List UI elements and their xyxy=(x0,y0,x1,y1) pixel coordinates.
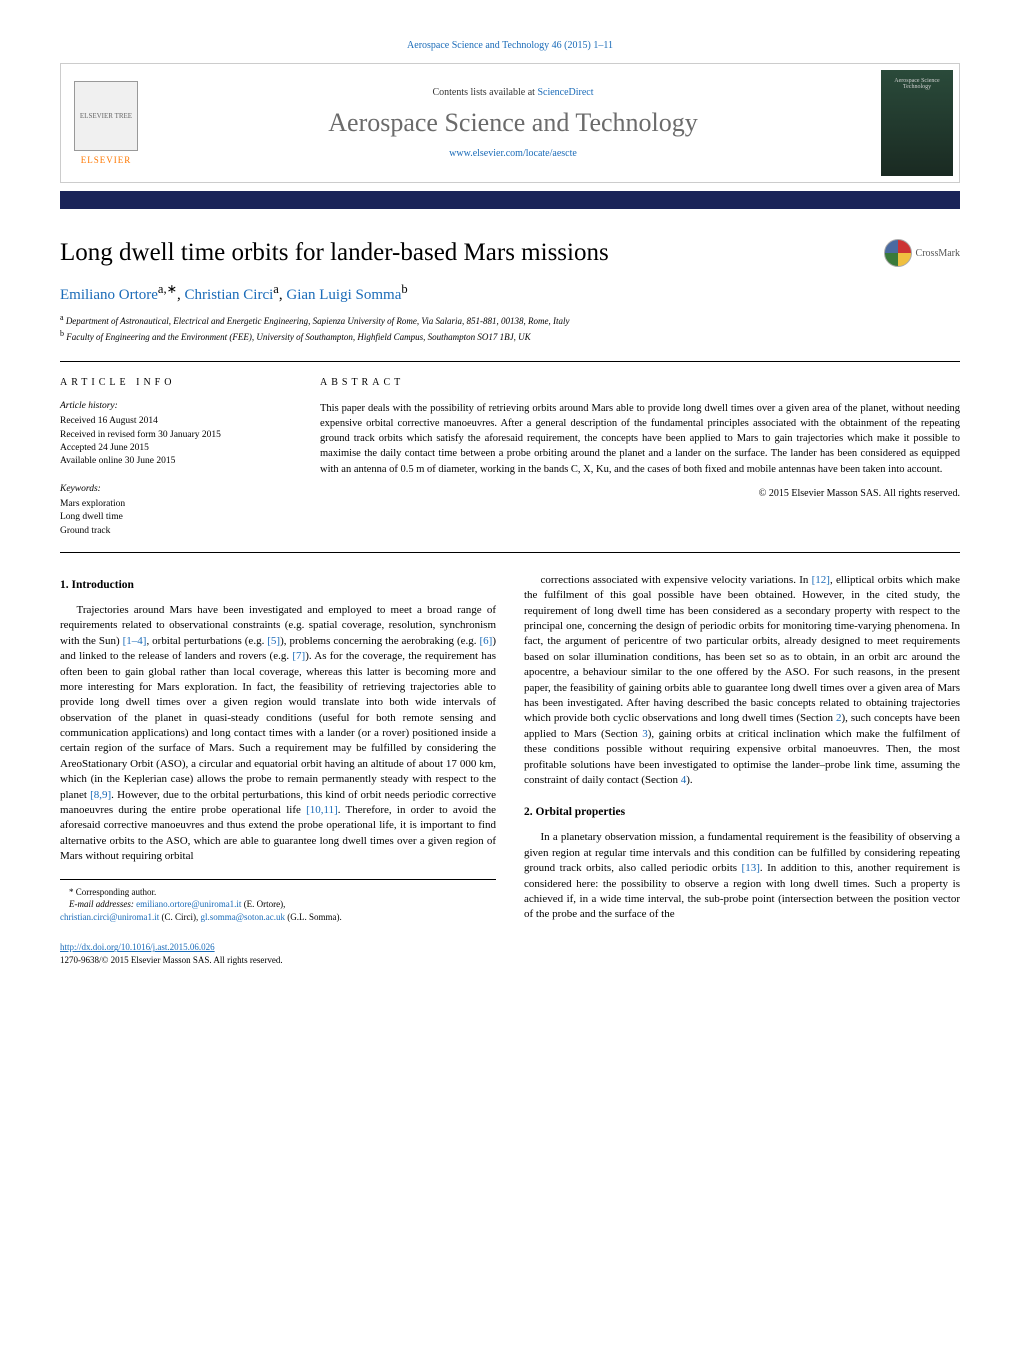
author-link[interactable]: Christian Circi xyxy=(185,287,274,303)
doi-footer: http://dx.doi.org/10.1016/j.ast.2015.06.… xyxy=(60,941,960,966)
history-label: Article history: xyxy=(60,400,290,413)
email-addresses-label: E-mail addresses: xyxy=(69,899,136,909)
text-run: , orbital perturbations (e.g. xyxy=(146,635,267,647)
issn-copyright-line: 1270-9638/© 2015 Elsevier Masson SAS. Al… xyxy=(60,955,283,965)
author-affil-sup: b xyxy=(401,282,407,296)
footnote-block: * Corresponding author. E-mail addresses… xyxy=(60,879,496,924)
intro-para-1: Trajectories around Mars have been inves… xyxy=(60,603,496,865)
body-two-column: 1. Introduction Trajectories around Mars… xyxy=(60,573,960,924)
email-owner: (E. Ortore), xyxy=(241,899,285,909)
navy-divider-bar xyxy=(60,191,960,209)
journal-homepage-link[interactable]: www.elsevier.com/locate/aescte xyxy=(449,148,577,159)
email-link[interactable]: christian.circi@uniroma1.it xyxy=(60,912,159,922)
citation-link[interactable]: [1–4] xyxy=(123,635,147,647)
history-revised: Received in revised form 30 January 2015 xyxy=(60,429,290,442)
section-2-para-1: In a planetary observation mission, a fu… xyxy=(524,830,960,922)
history-received: Received 16 August 2014 xyxy=(60,415,290,428)
email-link[interactable]: emiliano.ortore@uniroma1.it xyxy=(136,899,241,909)
author-affil-sup: a xyxy=(273,282,279,296)
header-center: Contents lists available at ScienceDirec… xyxy=(151,64,875,182)
text-run: , elliptical orbits which make the fulfi… xyxy=(524,574,960,725)
contents-prefix: Contents lists available at xyxy=(432,87,537,98)
article-info-heading: article info xyxy=(60,376,290,390)
author-list: Emiliano Ortorea,∗, Christian Circia, Gi… xyxy=(60,281,960,304)
email-owner: (C. Circi), xyxy=(159,912,200,922)
section-1-heading: 1. Introduction xyxy=(60,577,496,593)
abstract-text: This paper deals with the possibility of… xyxy=(320,401,960,477)
keywords-label: Keywords: xyxy=(60,483,290,496)
elsevier-tree-icon: ELSEVIER TREE xyxy=(74,81,138,151)
history-accepted: Accepted 24 June 2015 xyxy=(60,442,290,455)
history-online: Available online 30 June 2015 xyxy=(60,455,290,468)
contents-available-line: Contents lists available at ScienceDirec… xyxy=(432,87,593,98)
affiliations-block: a Department of Astronautical, Electrica… xyxy=(60,312,960,343)
crossmark-label: CrossMark xyxy=(916,248,960,259)
author-link[interactable]: Emiliano Ortore xyxy=(60,287,158,303)
sciencedirect-link[interactable]: ScienceDirect xyxy=(537,87,593,98)
crossmark-badge[interactable]: CrossMark xyxy=(884,239,960,267)
running-head-citation: Aerospace Science and Technology 46 (201… xyxy=(60,40,960,51)
citation-link[interactable]: [8,9] xyxy=(90,789,111,801)
affiliation-b: Faculty of Engineering and the Environme… xyxy=(66,332,530,342)
cover-text: Aerospace Science Technology xyxy=(881,78,953,90)
elsevier-logo-block: ELSEVIER TREE ELSEVIER xyxy=(61,64,151,182)
abstract-heading: abstract xyxy=(320,376,960,391)
keyword: Long dwell time xyxy=(60,511,290,524)
intro-para-2: corrections associated with expensive ve… xyxy=(524,573,960,788)
text-run: ). xyxy=(686,774,692,786)
author-link[interactable]: Gian Luigi Somma xyxy=(286,287,401,303)
citation-link[interactable]: [12] xyxy=(812,574,830,586)
email-owner: (G.L. Somma). xyxy=(285,912,342,922)
email-link[interactable]: gl.somma@soton.ac.uk xyxy=(201,912,286,922)
abstract-copyright: © 2015 Elsevier Masson SAS. All rights r… xyxy=(320,487,960,502)
abstract-column: abstract This paper deals with the possi… xyxy=(320,376,960,538)
article-info-column: article info Article history: Received 1… xyxy=(60,376,290,538)
affiliation-a: Department of Astronautical, Electrical … xyxy=(66,316,570,326)
author-affil-sup: a,∗ xyxy=(158,282,177,296)
citation-link[interactable]: [10,11] xyxy=(306,804,338,816)
doi-link[interactable]: http://dx.doi.org/10.1016/j.ast.2015.06.… xyxy=(60,942,215,952)
crossmark-icon xyxy=(884,239,912,267)
journal-name: Aerospace Science and Technology xyxy=(328,108,698,138)
journal-cover-thumbnail: Aerospace Science Technology xyxy=(881,70,953,176)
elsevier-wordmark: ELSEVIER xyxy=(81,155,132,165)
journal-header-box: ELSEVIER TREE ELSEVIER Contents lists av… xyxy=(60,63,960,183)
article-title: Long dwell time orbits for lander-based … xyxy=(60,239,609,267)
text-run: ). As for the coverage, the requirement … xyxy=(60,650,496,801)
citation-link[interactable]: [5] xyxy=(267,635,280,647)
section-2-heading: 2. Orbital properties xyxy=(524,804,960,820)
keyword: Mars exploration xyxy=(60,498,290,511)
text-run: corrections associated with expensive ve… xyxy=(541,574,812,586)
citation-link[interactable]: [13] xyxy=(742,862,760,874)
citation-link[interactable]: [7] xyxy=(292,650,305,662)
keyword: Ground track xyxy=(60,525,290,538)
corresponding-author-label: Corresponding author. xyxy=(76,887,157,897)
citation-link[interactable]: [6] xyxy=(480,635,493,647)
text-run: ), problems concerning the aerobraking (… xyxy=(280,635,479,647)
